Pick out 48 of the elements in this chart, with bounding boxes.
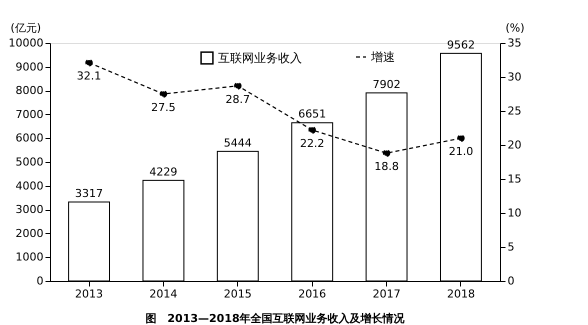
y-tick-label: 1000 (16, 250, 44, 264)
y2-tick-label: 5 (508, 240, 514, 254)
y-tick-label: 4000 (16, 179, 44, 192)
y2-tick-label: 20 (508, 138, 522, 152)
y2-tick-label: 30 (508, 70, 522, 84)
y2-tick-label: 0 (508, 274, 514, 288)
data-label: 21.0 (448, 145, 474, 158)
y-tick-label: 7000 (16, 108, 44, 121)
caption: 图 2013—2018年全国互联网业务收入及增长情况 (145, 312, 406, 325)
x-tick-label: 2014 (149, 288, 178, 300)
y-tick-label: 6000 (16, 132, 44, 145)
data-label: 32.1 (76, 70, 102, 83)
point (234, 82, 242, 90)
data-label: 27.5 (151, 101, 176, 114)
y2-axis-title: (%) (506, 22, 525, 34)
y-tick-label: 8000 (16, 84, 44, 98)
y2-tick-label: 15 (508, 172, 522, 186)
x-tick-label: 2018 (446, 288, 475, 300)
y-axis-title: (亿元) (10, 22, 42, 34)
legend-label: 互联网业务收入 (218, 51, 302, 65)
x-tick-label: 2016 (298, 288, 326, 300)
y2-tick-label: 35 (508, 36, 522, 50)
x-tick-label: 2015 (224, 288, 252, 300)
y-tick-label: 0 (36, 274, 44, 288)
y-tick-label: 3000 (16, 203, 44, 216)
data-label: 9562 (446, 38, 475, 52)
data-label: 18.8 (374, 160, 399, 174)
data-label: 22.2 (300, 137, 324, 150)
y2-tick-label: 25 (508, 104, 522, 118)
data-label: 6651 (298, 108, 326, 121)
y-tick-label: 9000 (16, 60, 44, 74)
y-tick-label: 5000 (16, 156, 44, 168)
point (160, 90, 168, 98)
data-label: 5444 (224, 136, 252, 150)
y-tick-label: 2000 (16, 226, 44, 240)
data-label: 28.7 (226, 92, 250, 106)
x-tick-label: 2013 (75, 288, 104, 300)
y2-tick-label: 10 (508, 206, 522, 220)
data-label: 7902 (372, 78, 401, 91)
x-tick-label: 2017 (372, 288, 401, 300)
data-label: 4229 (149, 165, 178, 178)
point (382, 149, 390, 157)
data-label: 3317 (75, 187, 104, 200)
point (85, 58, 93, 66)
point (308, 126, 316, 134)
y-tick-label: 10000 (8, 36, 44, 50)
point (457, 134, 465, 142)
legend-label: 增速 (370, 50, 395, 64)
